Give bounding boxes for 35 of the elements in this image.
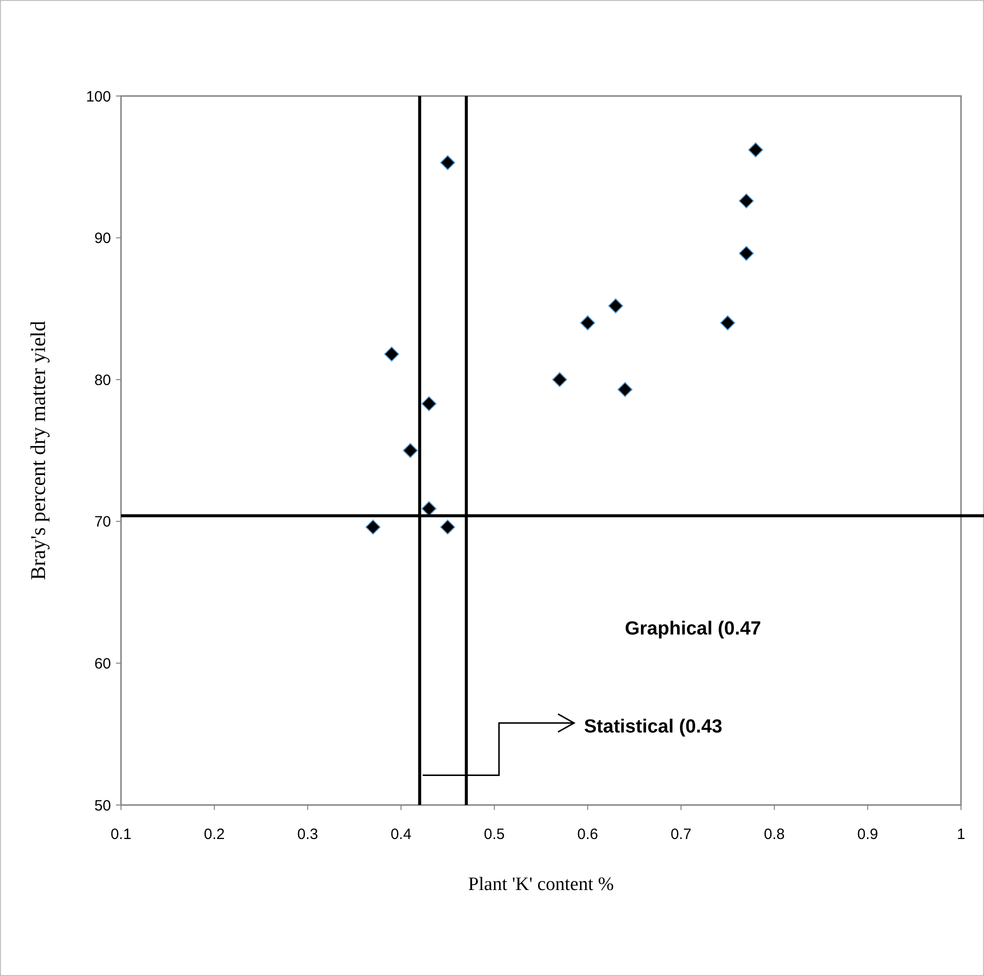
x-tick-label: 0.6 [577,826,598,843]
point [738,193,754,208]
point [618,382,632,398]
x-tick-label: 0.3 [297,826,318,843]
point [738,246,754,261]
point [748,142,764,158]
y-tick-label: 90 [94,230,111,248]
x-tick-label: 0.7 [670,826,692,843]
y-tick-label: 80 [94,372,111,389]
x-tick-label: 0.5 [484,826,505,843]
x-tick-label: 0.4 [390,826,412,843]
point [440,520,456,535]
point [422,501,436,516]
y-tick-label: 100 [86,88,111,106]
point [552,372,568,388]
point [366,520,380,535]
point [580,315,596,330]
annotation: Statistical (0.43 [584,716,722,738]
x-tick-label: 0.1 [110,826,132,843]
point [608,298,624,314]
y-axis-title: Bray's percent dry matter yield [26,320,50,580]
point [384,346,400,362]
point [720,315,736,330]
x-tick-label: 0.8 [764,826,785,843]
x-axis-title: Plant 'K' content % [468,874,614,895]
x-tick-label: 0.2 [204,826,225,843]
point [440,155,456,170]
y-tick-label: 70 [94,514,111,531]
x-tick-label: 1 [956,826,966,843]
point [402,443,418,458]
x-tick-label: 0.9 [857,826,878,843]
point [422,396,436,412]
y-tick-label: 50 [94,797,111,814]
annotation: Graphical (0.47 [624,618,762,640]
y-tick-label: 60 [94,655,111,672]
